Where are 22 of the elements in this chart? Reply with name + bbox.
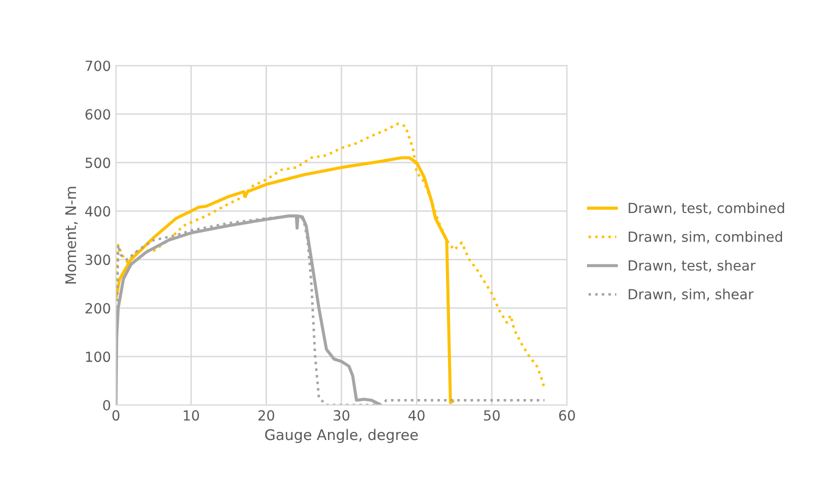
- y-tick-label: 0: [103, 400, 110, 411]
- legend-label: Drawn, sim, shear: [628, 288, 754, 301]
- y-tick-label: 400: [85, 206, 110, 217]
- y-tick-label: 500: [86, 158, 110, 168]
- y-tick-label: 700: [86, 60, 110, 72]
- y-tick-label: 100: [86, 352, 110, 362]
- legend-label: Drawn, sim, combined: [628, 231, 782, 244]
- x-tick-label: 50: [484, 410, 500, 421]
- legend-label: Drawn, test, shear: [628, 260, 756, 272]
- x-tick-label: 10: [184, 410, 200, 421]
- x-tick-label: 20: [258, 410, 274, 421]
- x-tick-label: 60: [559, 410, 575, 421]
- x-tick-label: 0: [112, 410, 120, 421]
- y-tick-label: 200: [86, 303, 110, 314]
- x-tick-label: 30: [334, 410, 350, 421]
- x-axis-title: Gauge Angle, degree: [265, 428, 418, 444]
- line-series: [116, 214, 546, 406]
- x-tick-label: 40: [408, 410, 425, 421]
- y-tick-label: 600: [86, 109, 110, 120]
- y-tick-label: 300: [86, 254, 110, 266]
- legend-label: Drawn, test, combined: [628, 202, 784, 215]
- y-axis-title: Moment, N-m: [65, 186, 78, 284]
